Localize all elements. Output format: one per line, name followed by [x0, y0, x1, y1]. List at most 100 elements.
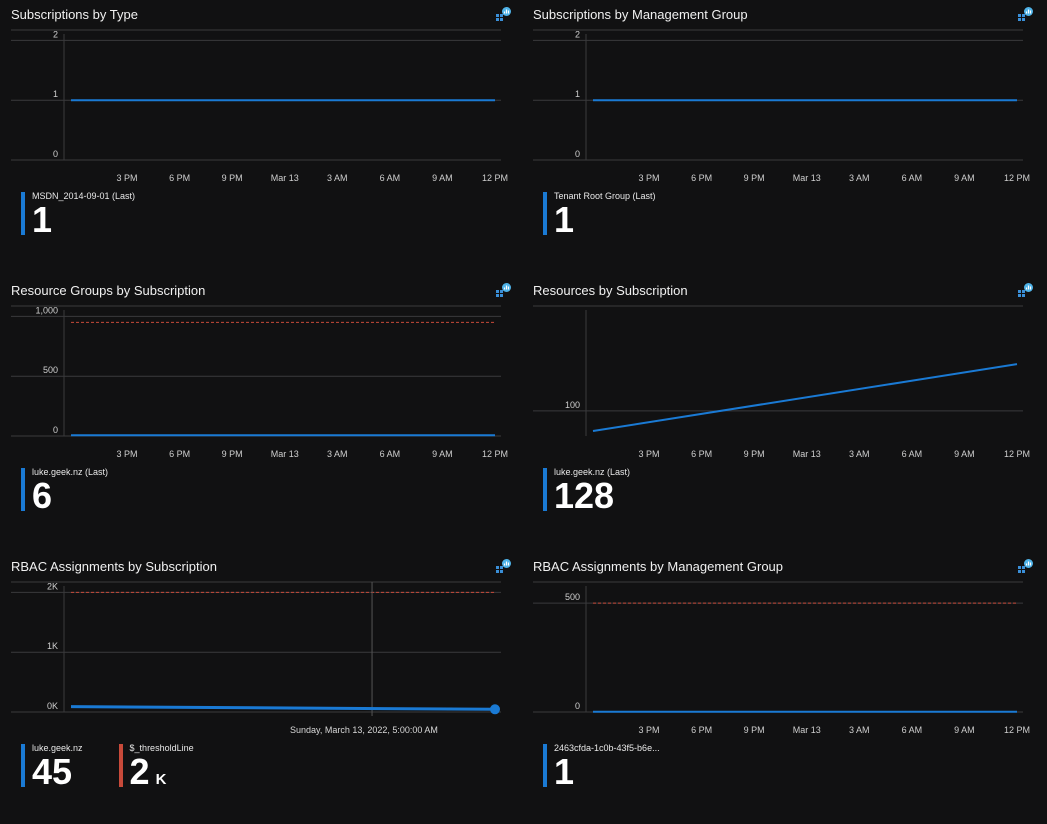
- x-tick-label: 12 PM: [1004, 725, 1030, 735]
- x-tick-label: Mar 13: [793, 725, 821, 735]
- x-tick-label: 9 PM: [744, 449, 765, 459]
- y-tick-label: 1,000: [35, 305, 58, 315]
- tile-title[interactable]: RBAC Assignments by Subscription: [11, 559, 217, 574]
- y-tick-label: 0: [575, 149, 580, 159]
- chart-legend: 2463cfda-1c0b-43f5-b6e... 1: [543, 742, 660, 790]
- legend-label: 2463cfda-1c0b-43f5-b6e...: [554, 743, 660, 753]
- y-tick-label: 0K: [47, 701, 58, 711]
- cursor-date-label: Sunday, March 13, 2022, 5:00:00 AM: [290, 725, 438, 735]
- legend-color-bar: [543, 744, 547, 787]
- tile-title[interactable]: Resource Groups by Subscription: [11, 283, 206, 298]
- x-tick-label: 6 PM: [691, 725, 712, 735]
- line-chart[interactable]: 0 1 2 3 PM 6 PM 9 PM Mar 13 3 AM 6 AM 9 AM 12 PM: [11, 2, 511, 192]
- legend-color-bar: [118, 744, 123, 787]
- chart-legend: luke.geek.nz 45 $_thresholdLine 2 K: [21, 742, 194, 798]
- y-tick-label: 0: [53, 149, 58, 159]
- legend-item[interactable]: luke.geek.nz (Last) 128: [543, 466, 630, 514]
- x-tick-label: Mar 13: [271, 173, 299, 183]
- x-tick-label: 12 PM: [482, 173, 508, 183]
- line-chart[interactable]: 0 500 1,000 3 PM 6 PM 9 PM Mar 13 3 AM 6 AM 9 AM 1…: [11, 278, 511, 468]
- line-chart[interactable]: 0 500 3 PM 6 PM 9 PM Mar 13 3 AM 6 AM 9 AM 12 PM: [533, 554, 1033, 744]
- x-tick-label: 12 PM: [1004, 173, 1030, 183]
- x-tick-label: 6 AM: [902, 725, 923, 735]
- y-tick-label: 500: [43, 365, 58, 375]
- x-tick-label: 6 AM: [380, 173, 401, 183]
- x-tick-label: 3 AM: [849, 449, 870, 459]
- series-end-marker: [490, 704, 500, 715]
- chart-legend: Tenant Root Group (Last) 1: [543, 190, 656, 238]
- legend-value: 1: [554, 751, 575, 792]
- legend-item[interactable]: $_thresholdLine 2 K: [118, 742, 194, 798]
- x-tick-label: Mar 13: [271, 449, 299, 459]
- legend-color-bar: [543, 468, 547, 511]
- legend-value: 6: [32, 475, 53, 516]
- x-tick-label: 12 PM: [482, 449, 508, 459]
- y-tick-label: 500: [565, 592, 580, 602]
- legend-item[interactable]: Tenant Root Group (Last) 1: [543, 190, 656, 238]
- y-tick-label: 2: [53, 29, 58, 39]
- tile-rbac-assignments-by-management-group: RBAC Assignments by Management Group 0 50…: [533, 554, 1045, 824]
- legend-unit: K: [155, 771, 167, 788]
- legend-value: 45: [32, 751, 73, 792]
- line-chart[interactable]: 0 1 2 3 PM 6 PM 9 PM Mar 13 3 AM 6 AM 9 AM 12 PM: [533, 2, 1033, 192]
- series-line: [592, 363, 1018, 432]
- tile-subscriptions-by-type: Subscriptions by Type 0 1 2 3 PM 6 PM 9 PM Mar…: [11, 2, 523, 272]
- x-tick-label: Mar 13: [793, 449, 821, 459]
- pin-to-dashboard-icon[interactable]: [495, 7, 511, 23]
- tile-title[interactable]: Resources by Subscription: [533, 283, 688, 298]
- tile-title[interactable]: Subscriptions by Type: [11, 7, 138, 22]
- pin-to-dashboard-icon[interactable]: [1017, 559, 1033, 575]
- legend-label: $_thresholdLine: [129, 743, 194, 753]
- x-tick-label: 3 PM: [638, 449, 659, 459]
- x-tick-label: 3 PM: [638, 725, 659, 735]
- tile-title[interactable]: Subscriptions by Management Group: [533, 7, 748, 22]
- tile-subscriptions-by-management-group: Subscriptions by Management Group 0 1 2 3 P…: [533, 2, 1045, 272]
- legend-label: luke.geek.nz (Last): [554, 467, 631, 477]
- legend-color-bar: [21, 744, 25, 787]
- legend-color-bar: [21, 192, 25, 235]
- legend-item[interactable]: luke.geek.nz (Last) 6: [21, 466, 108, 514]
- line-chart[interactable]: 0K 1K 2K: [11, 554, 511, 744]
- x-tick-label: 3 PM: [638, 173, 659, 183]
- x-tick-label: 9 PM: [222, 173, 243, 183]
- x-tick-label: 6 AM: [380, 449, 401, 459]
- legend-label: Tenant Root Group (Last): [554, 191, 656, 201]
- legend-item[interactable]: MSDN_2014-09-01 (Last) 1: [21, 190, 135, 238]
- chart-legend: MSDN_2014-09-01 (Last) 1: [21, 190, 135, 238]
- y-tick-label: 1K: [47, 641, 58, 651]
- legend-item[interactable]: luke.geek.nz 45: [21, 742, 83, 798]
- pin-to-dashboard-icon[interactable]: [495, 283, 511, 299]
- x-tick-label: 3 AM: [849, 725, 870, 735]
- tile-resources-by-subscription: Resources by Subscription 100 3 PM 6 PM 9 P…: [533, 278, 1045, 548]
- legend-color-bar: [543, 192, 547, 235]
- y-tick-label: 1: [53, 89, 58, 99]
- tile-rbac-assignments-by-subscription: RBAC Assignments by Subscription 0K 1K 2K …: [11, 554, 523, 824]
- x-tick-label: 3 PM: [116, 449, 137, 459]
- legend-item[interactable]: 2463cfda-1c0b-43f5-b6e... 1: [543, 742, 660, 790]
- x-tick-label: 3 PM: [116, 173, 137, 183]
- x-tick-label: 9 AM: [954, 173, 975, 183]
- x-tick-label: 6 PM: [691, 173, 712, 183]
- x-tick-label: 9 PM: [222, 449, 243, 459]
- y-tick-label: 0: [575, 701, 580, 711]
- pin-to-dashboard-icon[interactable]: [495, 559, 511, 575]
- pin-to-dashboard-icon[interactable]: [1017, 7, 1033, 23]
- y-tick-label: 0: [53, 425, 58, 435]
- x-tick-label: 6 PM: [169, 449, 190, 459]
- x-tick-label: 12 PM: [1004, 449, 1030, 459]
- y-tick-label: 2K: [47, 581, 58, 591]
- x-tick-label: 9 AM: [954, 725, 975, 735]
- pin-to-dashboard-icon[interactable]: [1017, 283, 1033, 299]
- legend-value: 1: [32, 199, 53, 240]
- legend-label: luke.geek.nz: [32, 743, 83, 753]
- x-tick-label: 3 AM: [327, 449, 348, 459]
- tile-title[interactable]: RBAC Assignments by Management Group: [533, 559, 784, 574]
- y-tick-label: 1: [575, 89, 580, 99]
- y-tick-label: 100: [565, 400, 580, 410]
- x-tick-label: 6 PM: [169, 173, 190, 183]
- legend-label: MSDN_2014-09-01 (Last): [32, 191, 136, 201]
- x-tick-label: 3 AM: [327, 173, 348, 183]
- line-chart[interactable]: 100 3 PM 6 PM 9 PM Mar 13 3 AM 6 AM 9 AM 12 PM: [533, 278, 1033, 468]
- series-line: [70, 705, 496, 711]
